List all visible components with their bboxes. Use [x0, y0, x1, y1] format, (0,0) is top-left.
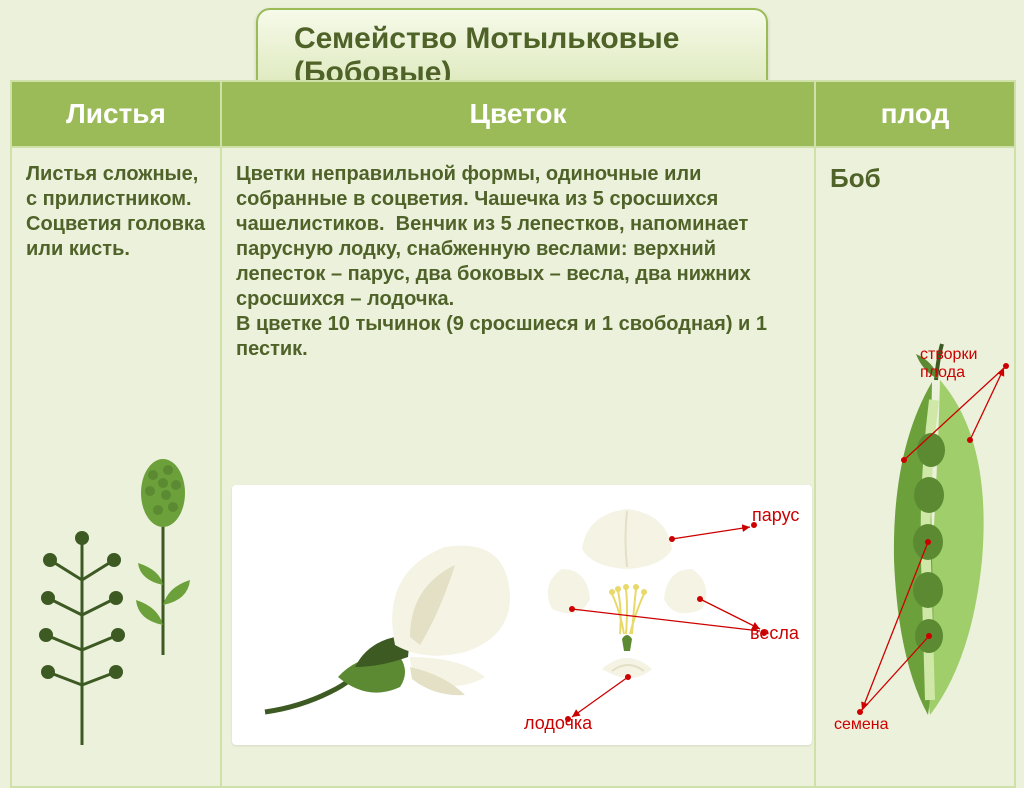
fruit-text: Боб	[830, 162, 1002, 195]
col-header-flower: Цветок	[221, 81, 815, 147]
label-banner: парус	[752, 505, 799, 526]
label-keel: лодочка	[524, 713, 592, 734]
flower-exploded-view	[532, 499, 802, 739]
label-wings: весла	[750, 623, 799, 644]
label-pod-valves: створки плода	[920, 346, 1012, 382]
label-seeds: семена	[834, 716, 889, 734]
raceme-inflorescence-icon	[20, 520, 220, 750]
flower-diagram: парус весла лодочка	[232, 485, 812, 745]
slide-title: Семейство Мотыльковые (Бобовые)	[294, 22, 679, 89]
table-header-row: Листья Цветок плод	[11, 81, 1015, 147]
leaves-text: Листья сложные, с прилистником. Соцветия…	[26, 162, 208, 262]
flower-side-view	[260, 517, 520, 727]
col-header-leaves: Листья	[11, 81, 221, 147]
flower-text: Цветки неправильной формы, одиночные или…	[236, 162, 802, 362]
fruit-diagram: створки плода семена	[832, 310, 1012, 740]
col-header-fruit: плод	[815, 81, 1015, 147]
